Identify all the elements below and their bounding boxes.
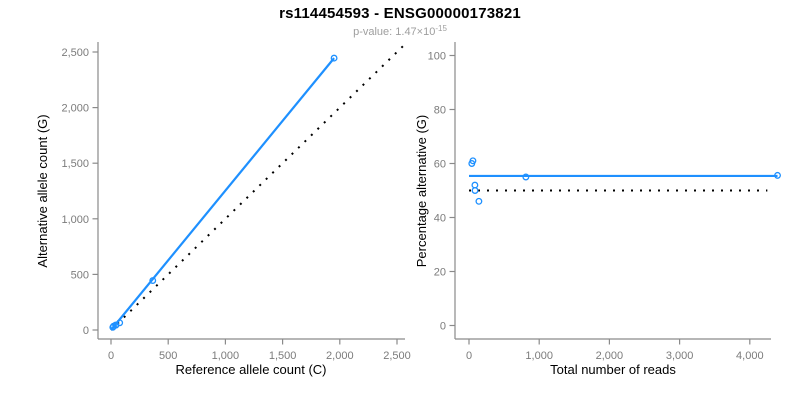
y-axis-title: Alternative allele count (G): [35, 114, 50, 267]
figure-title: rs114454593 - ENSG00000173821: [279, 5, 521, 22]
y-tick-label: 0: [440, 321, 446, 333]
data-point: [475, 197, 483, 205]
y-tick-label: 40: [434, 213, 446, 225]
x-tick-label: 1,500: [269, 350, 297, 362]
x-axis-title: Reference allele count (C): [175, 362, 326, 377]
x-tick-label: 1,000: [525, 350, 553, 362]
x-tick-label: 3,000: [666, 350, 694, 362]
x-tick-label: 4,000: [736, 350, 764, 362]
y-tick-label: 2,000: [61, 103, 89, 115]
y-tick-label: 0: [83, 325, 89, 337]
x-tick-label: 1,000: [212, 350, 240, 362]
data-point: [330, 54, 338, 62]
x-tick-label: 0: [108, 350, 114, 362]
y-axis-title: Percentage alternative (G): [414, 115, 429, 267]
y-tick-label: 1,500: [61, 158, 89, 170]
percentage-scatter-plot: 0 1,000 2,000 3,000 4,000 0 20 40 60 80 100 Total n…: [414, 42, 781, 377]
x-tick-label: 2,000: [326, 350, 354, 362]
p-value-text: p-value: 1.47×10: [353, 26, 436, 38]
x-tick-label: 2,500: [383, 350, 411, 362]
x-tick-label: 0: [466, 350, 472, 362]
x-axis-title: Total number of reads: [550, 362, 676, 377]
y-tick-label: 100: [428, 51, 446, 63]
p-value-exponent: -15: [435, 24, 447, 33]
data-point: [774, 171, 781, 179]
data-point: [469, 157, 477, 165]
x-tick-label: 500: [159, 350, 177, 362]
y-tick-label: 1,000: [61, 214, 89, 226]
y-tick-label: 80: [434, 105, 446, 117]
identity-line: [110, 44, 405, 331]
x-tick-label: 2,000: [596, 350, 624, 362]
y-tick-label: 500: [71, 269, 89, 281]
data-point: [522, 173, 530, 181]
fit-line: [110, 57, 335, 331]
data-point: [116, 319, 124, 327]
allele-count-scatter-plot: 0 500 1,000 1,500 2,000 2,500 0 500 1,000 1,500 2,…: [35, 42, 411, 377]
figure-subtitle: p-value: 1.47×10-15: [0, 24, 800, 38]
y-tick-label: 60: [434, 159, 446, 171]
data-point: [149, 277, 157, 284]
data-point: [471, 187, 479, 194]
y-tick-label: 2,500: [61, 47, 89, 59]
y-tick-label: 20: [434, 267, 446, 279]
